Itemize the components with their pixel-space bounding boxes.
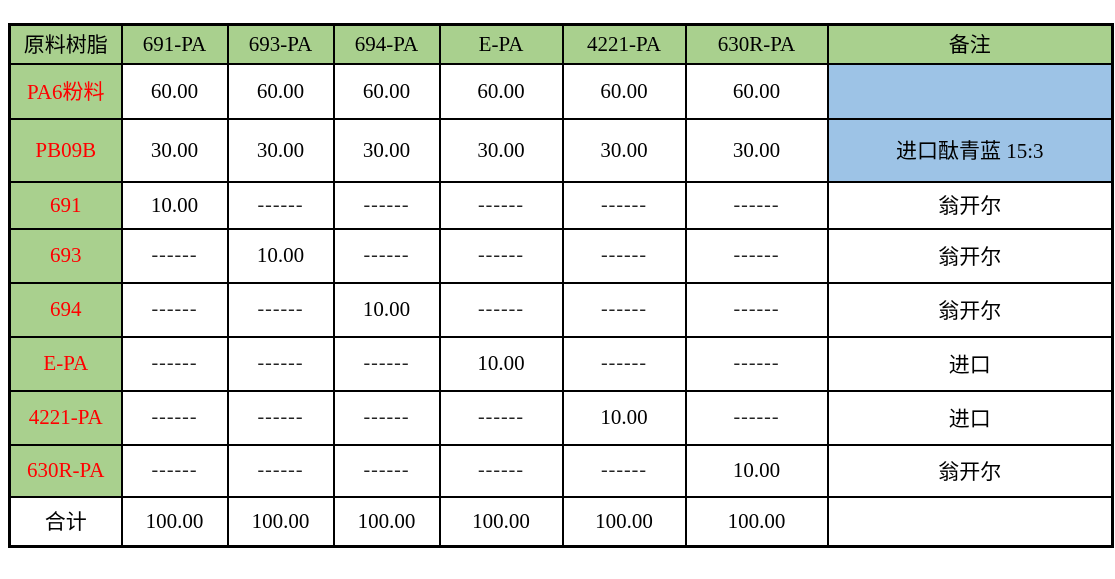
value-cell: 100.00 <box>684 495 829 548</box>
remark-cell: 翁开尔 <box>826 180 1114 230</box>
table-row: E-PA ------ ------ ------ 10.00 ------ ------ 进… <box>8 335 1114 392</box>
value-cell: ------ <box>120 443 229 498</box>
column-header-remark: 备注 <box>826 23 1114 65</box>
column-header-raw-material: 原料树脂 <box>8 23 123 65</box>
value-cell: 60.00 <box>684 62 829 120</box>
value-cell: ------ <box>561 281 687 338</box>
column-header-691-pa: 691-PA <box>120 23 229 65</box>
value-cell: 60.00 <box>332 62 441 120</box>
value-cell: ------ <box>684 389 829 446</box>
table-row: PB09B 30.00 30.00 30.00 30.00 30.00 30.00 进口酞青蓝… <box>8 117 1114 183</box>
value-cell: ------ <box>438 389 564 446</box>
value-cell: ------ <box>226 281 335 338</box>
column-header-4221-pa: 4221-PA <box>561 23 687 65</box>
row-label-cell: 4221-PA <box>8 389 123 446</box>
table-body: PA6粉料 60.00 60.00 60.00 60.00 60.00 60.00 PB09B… <box>8 62 1114 548</box>
value-cell: ------ <box>561 443 687 498</box>
value-cell: ------ <box>332 180 441 230</box>
value-cell: 100.00 <box>226 495 335 548</box>
value-cell: ------ <box>561 335 687 392</box>
row-label-cell: E-PA <box>8 335 123 392</box>
value-cell: ------ <box>226 180 335 230</box>
value-cell: ------ <box>684 335 829 392</box>
value-cell: 30.00 <box>332 117 441 183</box>
value-cell: ------ <box>684 180 829 230</box>
header-row: 原料树脂 691-PA 693-PA 694-PA E-PA 4221-PA 6… <box>8 23 1114 65</box>
remark-cell: 翁开尔 <box>826 443 1114 498</box>
value-cell: 10.00 <box>684 443 829 498</box>
value-cell: 60.00 <box>226 62 335 120</box>
remark-cell: 翁开尔 <box>826 281 1114 338</box>
value-cell: ------ <box>438 281 564 338</box>
value-cell: ------ <box>226 443 335 498</box>
column-header-630r-pa: 630R-PA <box>684 23 829 65</box>
value-cell: 30.00 <box>226 117 335 183</box>
value-cell: 60.00 <box>120 62 229 120</box>
value-cell: 60.00 <box>561 62 687 120</box>
row-label-cell: PA6粉料 <box>8 62 123 120</box>
value-cell: ------ <box>120 389 229 446</box>
value-cell: 100.00 <box>120 495 229 548</box>
value-cell: ------ <box>561 227 687 284</box>
value-cell: 60.00 <box>438 62 564 120</box>
table-row: 630R-PA ------ ------ ------ ------ ------ 10.… <box>8 443 1114 498</box>
row-label-cell: 691 <box>8 180 123 230</box>
value-cell: 100.00 <box>561 495 687 548</box>
value-cell: ------ <box>120 227 229 284</box>
value-cell: ------ <box>438 180 564 230</box>
remark-cell <box>826 62 1114 120</box>
value-cell: 10.00 <box>438 335 564 392</box>
value-cell: ------ <box>332 335 441 392</box>
row-label-cell: 合计 <box>8 495 123 548</box>
table-row: 4221-PA ------ ------ ------ ------ 10.00 ----… <box>8 389 1114 446</box>
value-cell: 30.00 <box>438 117 564 183</box>
value-cell: ------ <box>332 443 441 498</box>
value-cell: 30.00 <box>120 117 229 183</box>
table-row: 691 10.00 ------ ------ ------ ------ ------ 翁开… <box>8 180 1114 230</box>
value-cell: ------ <box>438 443 564 498</box>
table-row: PA6粉料 60.00 60.00 60.00 60.00 60.00 60.00 <box>8 62 1114 120</box>
remark-cell: 进口 <box>826 389 1114 446</box>
row-label-cell: PB09B <box>8 117 123 183</box>
row-label-cell: 693 <box>8 227 123 284</box>
value-cell: 100.00 <box>438 495 564 548</box>
value-cell: 10.00 <box>561 389 687 446</box>
table-row: 694 ------ ------ 10.00 ------ ------ ------ 翁开… <box>8 281 1114 338</box>
value-cell: 10.00 <box>332 281 441 338</box>
value-cell: 30.00 <box>561 117 687 183</box>
value-cell: ------ <box>561 180 687 230</box>
value-cell: ------ <box>120 335 229 392</box>
column-header-693-pa: 693-PA <box>226 23 335 65</box>
column-header-e-pa: E-PA <box>438 23 564 65</box>
value-cell: 100.00 <box>332 495 441 548</box>
remark-cell: 翁开尔 <box>826 227 1114 284</box>
value-cell: 30.00 <box>684 117 829 183</box>
remark-cell <box>826 495 1114 548</box>
value-cell: ------ <box>332 227 441 284</box>
table-row: 693 ------ 10.00 ------ ------ ------ ------ 翁开… <box>8 227 1114 284</box>
remark-cell: 进口酞青蓝 15:3 <box>826 117 1114 183</box>
table-row: 合计 100.00 100.00 100.00 100.00 100.00 100.00 <box>8 495 1114 548</box>
value-cell: ------ <box>332 389 441 446</box>
value-cell: ------ <box>120 281 229 338</box>
value-cell: 10.00 <box>226 227 335 284</box>
row-label-cell: 694 <box>8 281 123 338</box>
row-label-cell: 630R-PA <box>8 443 123 498</box>
value-cell: ------ <box>226 389 335 446</box>
remark-cell: 进口 <box>826 335 1114 392</box>
value-cell: 10.00 <box>120 180 229 230</box>
value-cell: ------ <box>438 227 564 284</box>
value-cell: ------ <box>684 227 829 284</box>
formula-table: 原料树脂 691-PA 693-PA 694-PA E-PA 4221-PA 6… <box>8 23 1114 548</box>
column-header-694-pa: 694-PA <box>332 23 441 65</box>
value-cell: ------ <box>684 281 829 338</box>
value-cell: ------ <box>226 335 335 392</box>
